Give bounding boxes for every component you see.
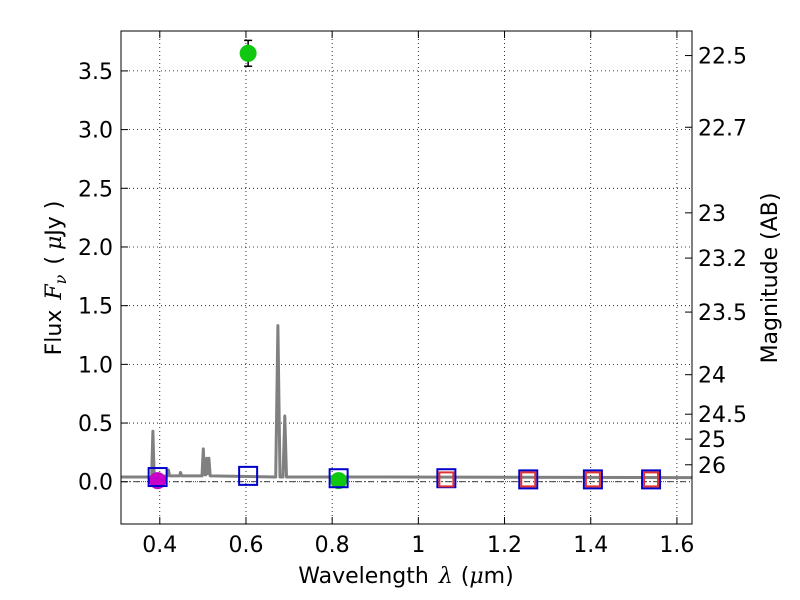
mag-tick-label: 24 [698, 364, 726, 389]
y-tick-label: 0.5 [78, 412, 113, 437]
y-tick-label: 1.5 [78, 295, 113, 320]
x-axis-label-unit-rest: m) [484, 564, 514, 589]
mag-tick-label: 25 [698, 428, 726, 453]
model-spectrum-line [121, 324, 693, 480]
x-axis-label-unit-open: ( [461, 564, 470, 589]
spectrum-layer [121, 324, 693, 480]
x-tick-label: 0.6 [228, 533, 263, 558]
model-photometry-square [147, 467, 168, 488]
y-axis-label-prefix: Flux [42, 310, 67, 356]
model-photometry-square [584, 471, 601, 488]
model-photometry-square [520, 471, 537, 488]
x-tick-label: 0.4 [142, 533, 177, 558]
observed-point [330, 472, 348, 490]
y-tick-label: 0.0 [78, 471, 113, 496]
y-tick-label: 2.0 [78, 236, 113, 261]
secondary-y-axis-label: Magnitude (AB) [758, 193, 783, 364]
model-photometry-square [641, 469, 662, 490]
mag-tick-label: 23.5 [698, 301, 747, 326]
mag-tick-label: 24.5 [698, 403, 747, 428]
x-axis-label-symbol: λ [438, 564, 453, 589]
y-tick-label: 1.0 [78, 353, 113, 378]
y-tick-label: 2.5 [78, 177, 113, 202]
x-axis-label: Wavelength λ (μm) [298, 564, 513, 589]
y-tick-label: 3.5 [78, 60, 113, 85]
model-photometry-square [328, 468, 349, 489]
mag-tick-label: 23.2 [698, 247, 747, 272]
x-tick-label: 1.2 [487, 533, 522, 558]
marks-layer [147, 39, 662, 490]
ticks-layer: 0.4 0.6 0.8 1 1.2 1.4 1.6 0.0 0.5 1.0 1.5 2.0 2.5 3.0… [78, 31, 747, 558]
model-photometry-square [518, 469, 539, 490]
y-tick-label: 3.0 [78, 119, 113, 144]
y-axis-label-sub: ν [51, 274, 70, 284]
mag-tick-label: 23 [698, 202, 726, 227]
model-photometry-square [643, 471, 660, 488]
model-photometry-square [438, 471, 455, 488]
x-tick-label: 1.4 [573, 533, 608, 558]
plot-frame [120, 30, 693, 525]
model-photometry-square [238, 465, 259, 486]
x-tick-label: 0.8 [315, 533, 350, 558]
y-axis-label-unit-open: ( [42, 256, 67, 265]
x-axis-label-unit-mu: μ [469, 564, 483, 589]
grid-layer [121, 31, 692, 524]
mag-tick-label: 22.7 [698, 116, 747, 141]
x-axis-label-prefix: Wavelength [298, 564, 429, 589]
x-tick-label: 1.6 [659, 533, 694, 558]
y-axis-label-unit-rest: Jy ) [42, 201, 67, 238]
y-axis-label: Flux Fν ( μJy ) [42, 201, 70, 356]
y-axis-label-symbol: F [42, 284, 67, 301]
mag-tick-label: 22.5 [698, 45, 747, 70]
mag-tick-label: 26 [698, 454, 726, 479]
observed-point [239, 44, 257, 62]
model-photometry-square [582, 469, 603, 490]
x-tick-label: 1 [411, 533, 425, 558]
y-axis-label-unit-mu: μ [42, 236, 67, 250]
